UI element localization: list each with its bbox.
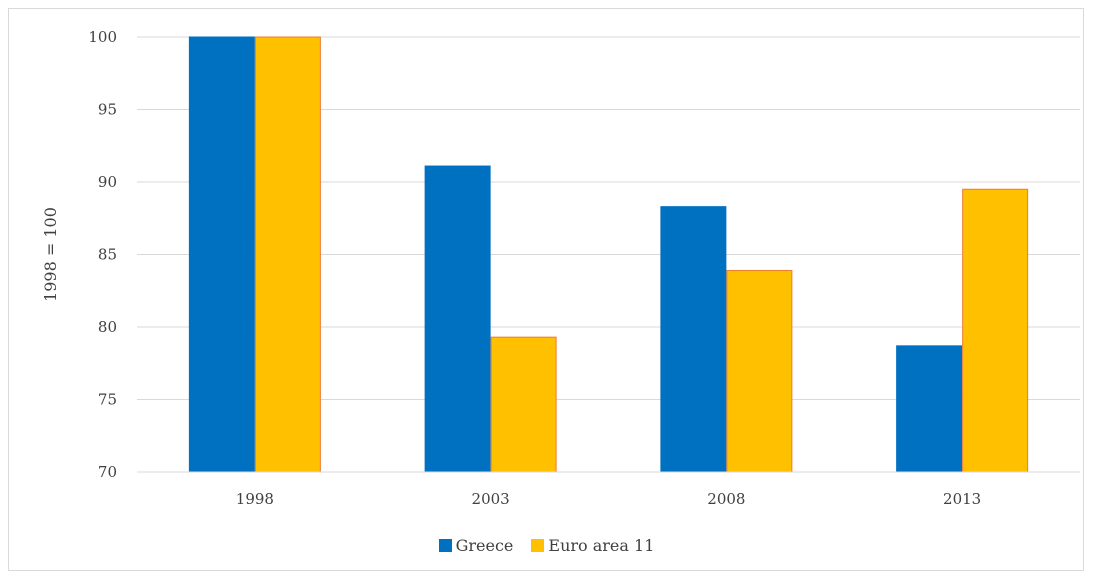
bar-greece-2008	[660, 206, 727, 473]
x-tick-label: 1998	[236, 490, 274, 508]
legend-label-greece: Greece	[455, 536, 514, 555]
bar-euro-area-11-2003	[490, 336, 557, 473]
legend-label-euro-area-11: Euro area 11	[548, 536, 655, 555]
bars	[188, 36, 1029, 473]
y-tick-label: 80	[98, 318, 117, 336]
y-axis-label: 1998 = 100	[41, 207, 60, 302]
y-tick-label: 85	[98, 246, 117, 264]
y-tick-label: 95	[98, 101, 117, 119]
bar-greece-1998	[188, 36, 255, 473]
legend-swatch-greece	[438, 539, 452, 552]
y-axis-ticks: 70 75 80 85 90 95 100	[88, 28, 117, 481]
bar-greece-2003	[424, 165, 491, 473]
x-tick-label: 2013	[943, 490, 981, 508]
bar-euro-area-11-2013	[962, 188, 1029, 473]
legend-swatch-euro-area-11	[531, 539, 545, 552]
x-tick-label: 2008	[707, 490, 745, 508]
bar-euro-area-11-1998	[254, 36, 321, 473]
chart-frame	[8, 8, 1084, 571]
y-tick-label: 75	[98, 391, 117, 409]
x-tick-label: 2003	[472, 490, 510, 508]
x-axis-ticks: 1998 2003 2008 2013	[236, 490, 981, 508]
y-tick-label: 90	[98, 173, 117, 191]
bar-euro-area-11-2008	[726, 269, 793, 473]
bar-greece-2013	[896, 345, 963, 473]
legend-item-euro-area-11: Euro area 11	[531, 536, 654, 555]
y-tick-label: 100	[88, 28, 117, 46]
legend: Greece Euro area 11	[0, 536, 1093, 555]
legend-item-greece: Greece	[438, 536, 514, 555]
y-tick-label: 70	[98, 463, 117, 481]
